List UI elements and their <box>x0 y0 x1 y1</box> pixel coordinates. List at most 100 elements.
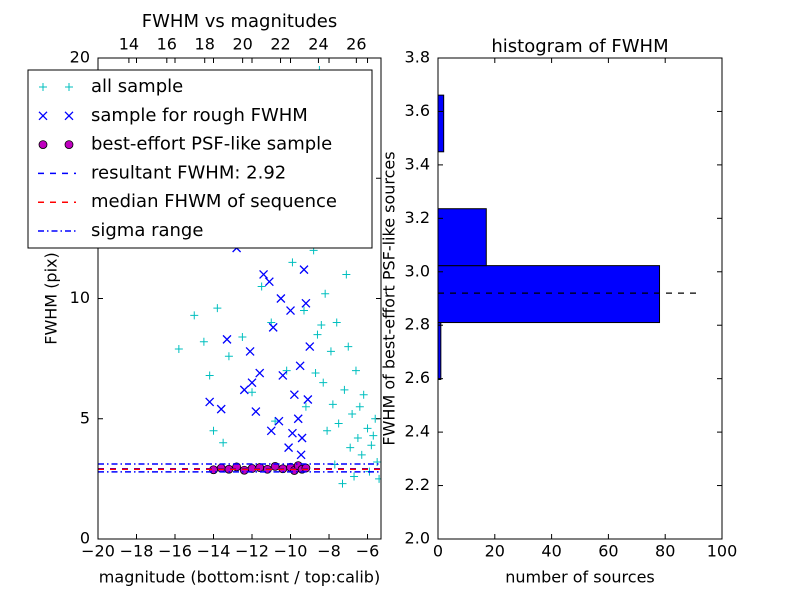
point <box>375 474 381 483</box>
x-tick-label: 80 <box>655 542 675 561</box>
point <box>334 419 343 428</box>
point <box>350 472 359 481</box>
x2-tick-label: 16 <box>157 35 177 54</box>
point <box>293 414 303 424</box>
point <box>301 402 310 411</box>
x-tick-label: −14 <box>197 542 231 561</box>
x-tick-label: −6 <box>356 542 380 561</box>
point <box>264 277 274 287</box>
point <box>355 402 364 411</box>
y-axis-label: FWHM (pix) <box>42 252 61 345</box>
point <box>340 385 349 394</box>
point <box>348 409 357 418</box>
point <box>257 282 266 291</box>
point <box>239 385 249 395</box>
axes-frame <box>437 57 723 540</box>
legend-label: resultant FWHM: 2.92 <box>91 162 286 183</box>
y-tick-label: 0 <box>80 529 90 548</box>
point <box>288 258 297 267</box>
legend-marker <box>38 140 48 150</box>
point <box>321 289 330 298</box>
point <box>328 400 337 409</box>
point <box>251 407 261 416</box>
point <box>205 397 215 407</box>
point <box>299 306 308 315</box>
x-tick-label: 100 <box>707 542 738 561</box>
y-tick-label: 2.4 <box>405 422 430 441</box>
point <box>284 443 294 453</box>
y-tick-label: 5 <box>80 408 90 427</box>
point <box>278 371 288 380</box>
point <box>259 269 269 279</box>
point <box>271 417 280 426</box>
y-tick-label: 3.4 <box>405 154 430 173</box>
point <box>295 361 305 371</box>
x2-tick-label: 14 <box>119 35 139 54</box>
y-tick-label: 20 <box>70 48 90 67</box>
point <box>282 366 291 375</box>
legend-marker <box>64 140 74 150</box>
y-tick-label: 3.6 <box>405 101 430 120</box>
point <box>216 404 226 414</box>
point <box>332 318 341 327</box>
point <box>299 265 309 275</box>
legend-marker <box>38 111 48 121</box>
point <box>247 378 257 388</box>
y-tick-label: 2.2 <box>405 475 430 494</box>
y-tick-label: 2.0 <box>405 529 430 548</box>
point <box>317 320 326 329</box>
point <box>255 463 265 472</box>
point <box>357 450 366 459</box>
x2-tick-label: 20 <box>232 35 252 54</box>
point <box>205 371 214 380</box>
point <box>276 294 286 303</box>
y-tick-label: 3.8 <box>405 48 430 67</box>
x-tick-label: −20 <box>81 542 115 561</box>
point <box>268 322 278 332</box>
x2-tick-label: 24 <box>308 35 328 54</box>
point <box>248 388 257 397</box>
point <box>319 378 328 387</box>
point <box>174 345 183 354</box>
point <box>313 330 322 339</box>
point <box>363 424 372 433</box>
point <box>239 465 249 475</box>
point <box>326 347 335 356</box>
point <box>238 332 247 341</box>
x-tick-label: 0 <box>433 542 443 561</box>
y-tick-label: 3.0 <box>405 261 430 280</box>
x-tick-label: −16 <box>158 542 192 561</box>
x-axis-label: magnitude (bottom:isnt / top:calib) <box>99 568 380 587</box>
x-tick-label: −8 <box>317 542 341 561</box>
x2-tick-label: 22 <box>270 35 290 54</box>
legend-marker <box>64 111 74 121</box>
legend-box <box>27 69 373 249</box>
point <box>266 426 276 436</box>
x-tick-label: −10 <box>274 542 308 561</box>
point <box>255 368 265 378</box>
point <box>311 369 320 378</box>
y-tick-label: 2.8 <box>405 315 430 334</box>
point <box>346 443 355 452</box>
y-tick-label: 3.2 <box>405 208 430 227</box>
point <box>323 426 332 435</box>
point <box>344 342 353 351</box>
bar <box>437 94 445 153</box>
x-axis-label: number of sources <box>505 568 655 587</box>
point <box>274 416 284 426</box>
chart-title: FWHM vs magnitudes <box>142 11 337 32</box>
point <box>190 311 199 320</box>
legend-label: median FHWM of sequence <box>91 191 337 212</box>
point <box>353 433 362 442</box>
x-tick-label: −12 <box>235 542 269 561</box>
point <box>287 428 297 438</box>
y-tick-label: 2.6 <box>405 368 430 387</box>
chart-title: histogram of FWHM <box>491 36 668 57</box>
legend-marker <box>65 83 73 91</box>
point <box>342 270 351 279</box>
point <box>222 334 232 344</box>
point <box>245 346 255 356</box>
point <box>305 342 315 352</box>
y-axis-label: FWHM of best-effort PSF-like sources <box>380 151 399 445</box>
